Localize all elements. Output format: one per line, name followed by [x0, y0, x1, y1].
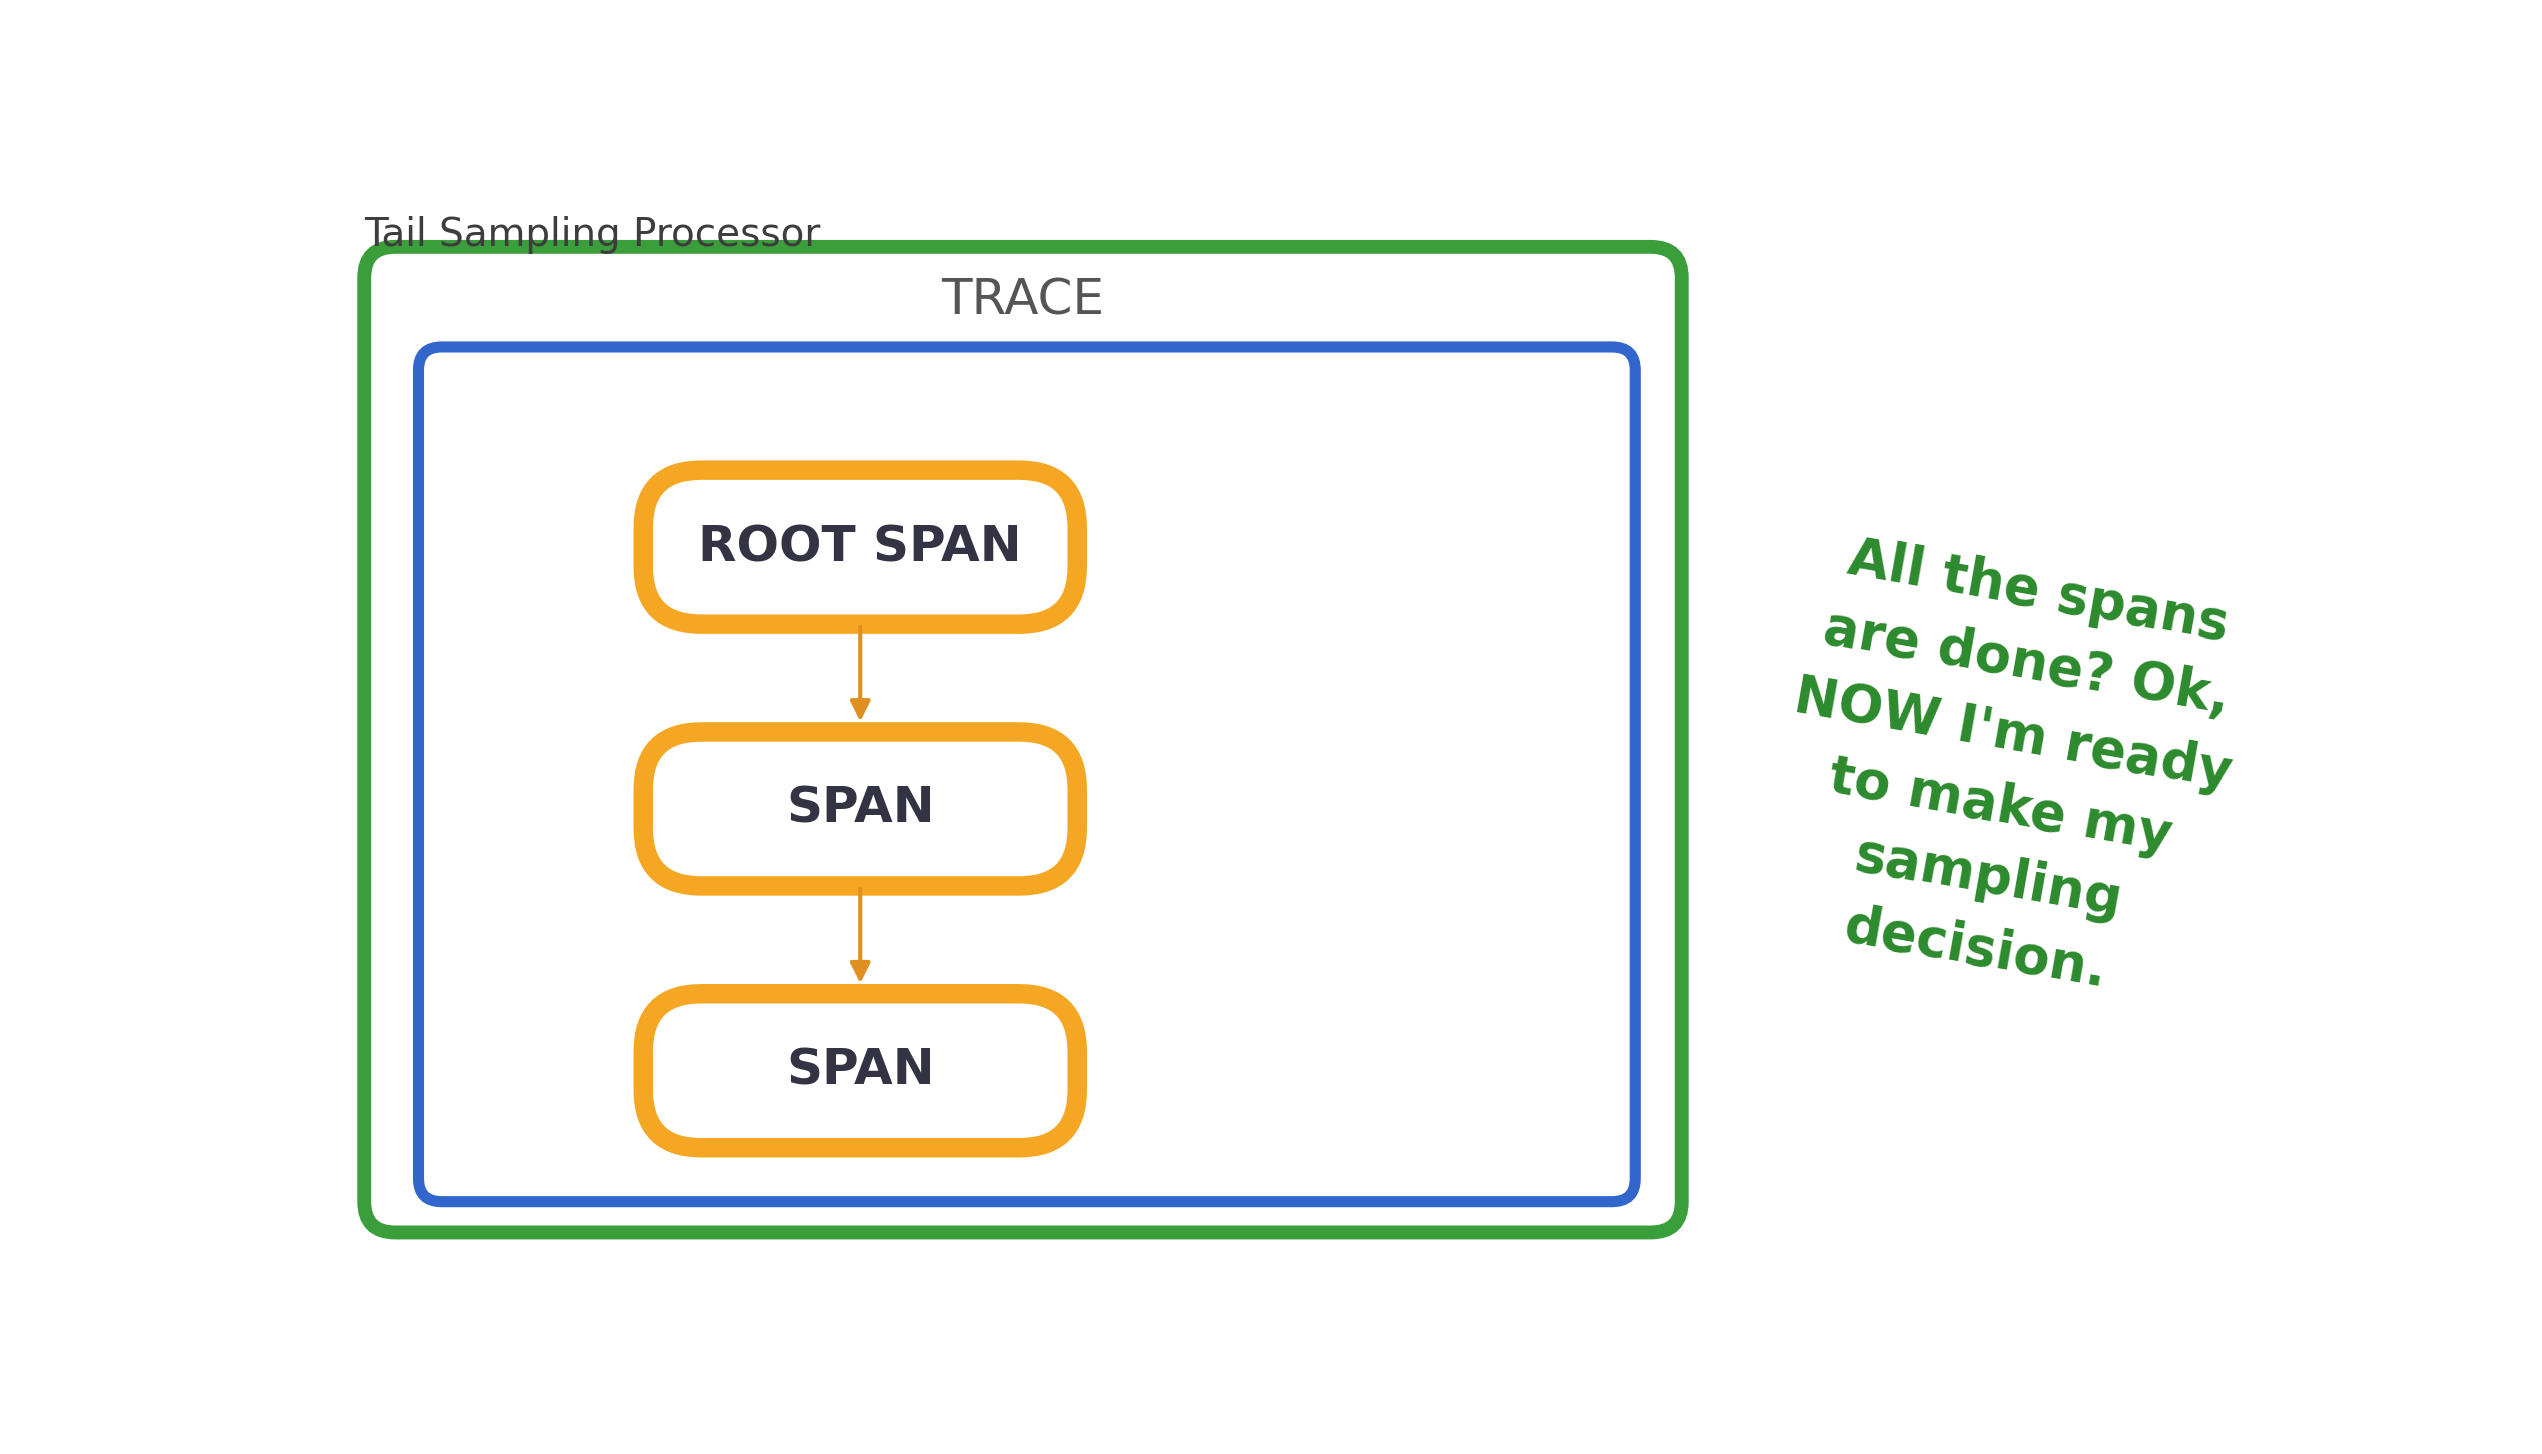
Text: ROOT SPAN: ROOT SPAN	[699, 523, 1022, 571]
Text: SPAN: SPAN	[785, 785, 935, 833]
FancyBboxPatch shape	[643, 731, 1078, 885]
FancyBboxPatch shape	[419, 348, 1635, 1201]
Text: All the spans
are done? Ok,
NOW I'm ready
to make my
sampling
decision.: All the spans are done? Ok, NOW I'm read…	[1751, 528, 2262, 1013]
FancyBboxPatch shape	[643, 993, 1078, 1147]
Text: Tail Sampling Processor: Tail Sampling Processor	[364, 217, 821, 254]
Text: TRACE: TRACE	[941, 276, 1106, 324]
Text: SPAN: SPAN	[785, 1047, 935, 1095]
FancyBboxPatch shape	[643, 470, 1078, 624]
FancyBboxPatch shape	[364, 247, 1683, 1233]
